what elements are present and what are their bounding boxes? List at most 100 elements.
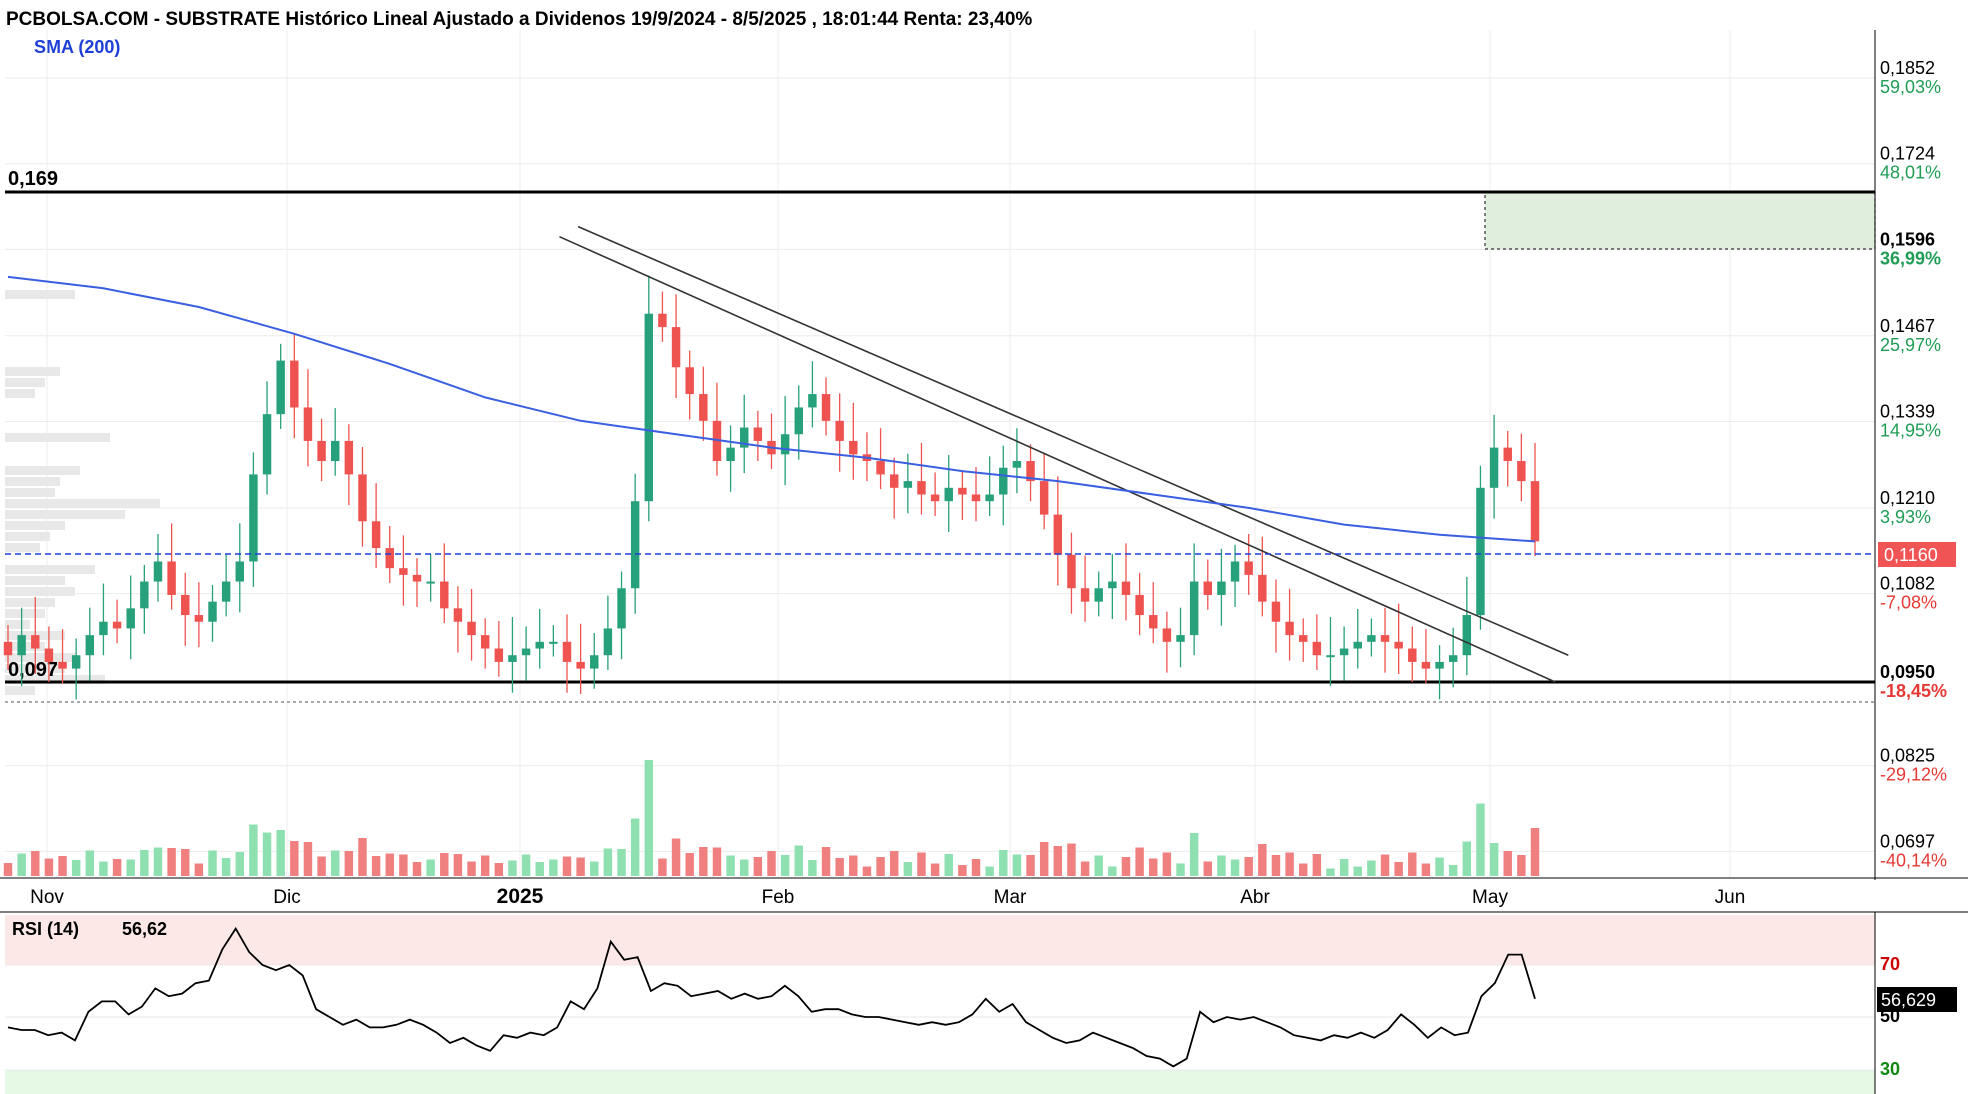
candle-down — [889, 474, 899, 488]
y-tick-pct: 36,99% — [1880, 248, 1941, 268]
current-price-value: 0,1160 — [1884, 545, 1938, 565]
volume-bar — [1380, 854, 1390, 876]
volume-profile-bar — [5, 521, 65, 530]
candle-down — [194, 615, 204, 622]
volume-bar — [412, 862, 422, 876]
candle-down — [1135, 594, 1144, 616]
volume-profile-bar — [5, 290, 75, 299]
candle-up — [1353, 641, 1362, 649]
volume-bar — [1353, 866, 1362, 876]
volume-bar — [1244, 857, 1253, 876]
candle-down — [385, 548, 394, 569]
volume-bar — [1230, 859, 1240, 876]
volume-bar — [167, 848, 176, 876]
rsi-badge-value: 56,629 — [1881, 990, 1936, 1010]
volume-bar — [685, 853, 694, 876]
volume-bar — [1448, 865, 1458, 876]
volume-bar — [821, 847, 831, 876]
candle-down — [1039, 481, 1049, 515]
candle-down — [1394, 641, 1403, 649]
y-tick-pct: 25,97% — [1880, 335, 1941, 355]
candle-down — [1258, 574, 1267, 602]
volume-bar — [126, 859, 135, 876]
candle-down — [1312, 641, 1322, 656]
candle-up — [153, 561, 163, 582]
candle-up — [630, 501, 640, 589]
volume-bar — [358, 838, 367, 876]
volume-profile-bar — [5, 620, 30, 629]
volume-profile-bar — [5, 675, 105, 684]
candle-down — [317, 440, 326, 462]
volume-bar — [1421, 863, 1431, 876]
sma-line — [7, 275, 1536, 543]
candle-up — [249, 474, 258, 562]
volume-bar — [235, 852, 245, 876]
y-tick-price: 0,1724 — [1880, 144, 1935, 164]
volume-bar — [726, 855, 735, 876]
candle-down — [1298, 635, 1308, 642]
candle-up — [276, 360, 285, 415]
candle-up — [221, 581, 231, 602]
volume-bar — [1517, 855, 1526, 876]
volume-bar — [371, 856, 381, 876]
volume-profile-bar — [5, 499, 160, 508]
volume-bar — [31, 851, 40, 876]
volume-profile-bar — [5, 609, 45, 618]
candle-up — [1217, 581, 1226, 595]
volume-bar — [17, 853, 26, 876]
volume-profile-bar — [5, 389, 35, 398]
rsi-level-70: 70 — [1880, 954, 1900, 974]
candle-down — [671, 327, 681, 368]
volume-bar — [1503, 851, 1512, 876]
candle-down — [181, 594, 190, 616]
volume-bar — [317, 856, 326, 876]
volume-bar — [1189, 833, 1199, 876]
volume-bar — [958, 865, 967, 876]
volume-bar — [671, 838, 681, 876]
volume-bar — [1162, 852, 1172, 876]
volume-bar — [221, 858, 231, 876]
volume-bar — [508, 860, 517, 876]
candle-down — [699, 394, 708, 421]
volume-bar — [1094, 855, 1103, 876]
candle-up — [808, 394, 817, 408]
candle-up — [521, 648, 531, 656]
candle-up — [999, 467, 1008, 495]
y-tick-price: 0,1210 — [1880, 488, 1935, 508]
candles — [3, 275, 1540, 700]
y-tick-pct: 59,03% — [1880, 77, 1941, 97]
volume-bar — [249, 824, 258, 876]
volume-profile-bar — [5, 477, 60, 486]
candle-up — [1176, 635, 1185, 642]
y-tick-price: 0,1467 — [1880, 316, 1935, 336]
candle-down — [1503, 447, 1512, 462]
candle-up — [1189, 581, 1199, 636]
x-axis-labels: Nov Dic 2025 Feb Mar Abr May Jun — [30, 885, 1745, 908]
volume-bar — [1489, 843, 1499, 876]
volume-profile-bar — [5, 543, 40, 552]
candle-down — [112, 621, 122, 629]
volume-bar — [1039, 842, 1049, 876]
candle-up — [140, 581, 149, 609]
y-tick-pct: 3,93% — [1880, 507, 1931, 527]
volume-bar — [1149, 858, 1158, 876]
volume-bars — [3, 760, 1540, 876]
candle-down — [1285, 621, 1294, 636]
candle-down — [576, 661, 585, 669]
volume-bar — [630, 818, 640, 876]
volume-bar — [344, 851, 354, 876]
rsi-label: RSI (14) — [12, 919, 79, 939]
candle-up — [780, 434, 790, 455]
candle-down — [1244, 561, 1253, 575]
volume-bar — [1435, 857, 1444, 876]
candle-up — [535, 641, 544, 649]
volume-profile-bar — [5, 466, 80, 475]
volume-bar — [85, 850, 95, 876]
candle-up — [549, 641, 558, 644]
candle-down — [453, 608, 463, 622]
support-label: 0,097 — [8, 659, 58, 681]
y-tick-price: 0,0825 — [1880, 746, 1935, 766]
candle-down — [440, 581, 449, 609]
volume-bar — [1108, 866, 1117, 876]
volume-bar — [181, 849, 190, 876]
